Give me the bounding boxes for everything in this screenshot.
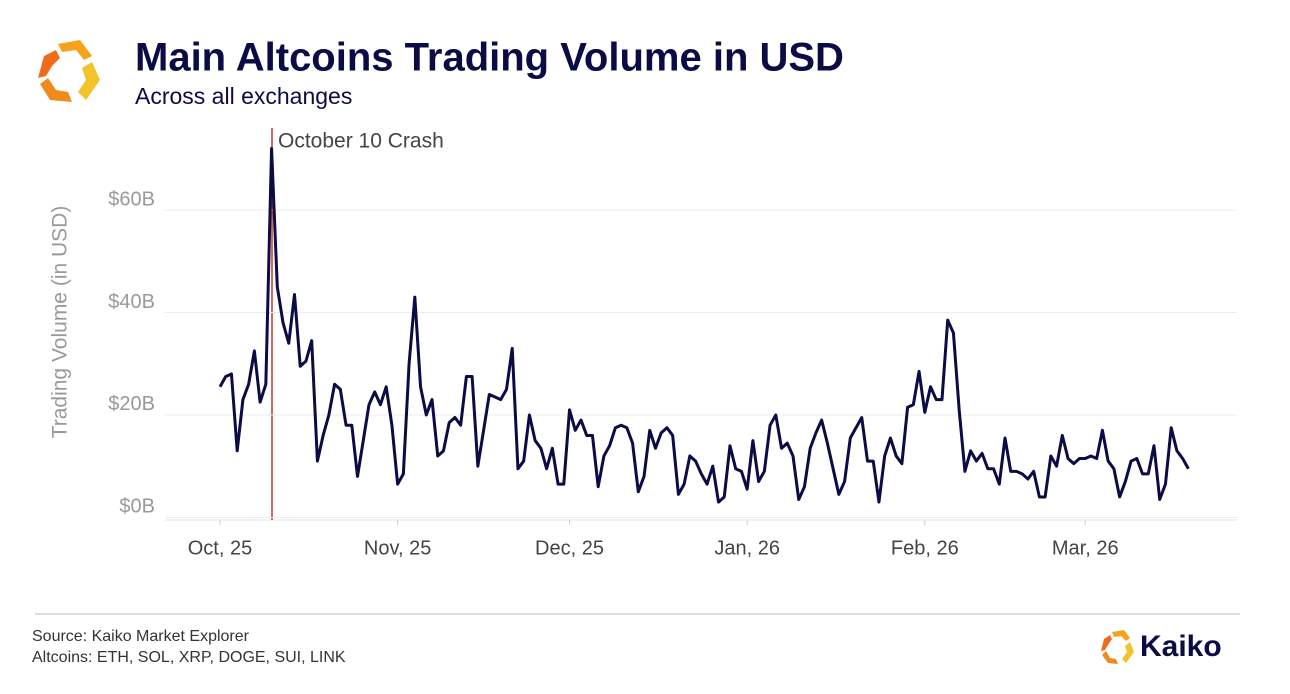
footnote: Altcoins: ETH, SOL, XRP, DOGE, SUI, LINK <box>32 649 346 666</box>
brand-logo <box>1101 630 1134 664</box>
brand: Kaiko <box>1140 630 1222 663</box>
chart-title: Main Altcoins Trading Volume in USD <box>135 36 844 80</box>
annotation: October 10 Crash <box>278 130 444 153</box>
x-tick-label: Oct, 25 <box>188 537 252 559</box>
y-tick-label: $40B <box>108 291 155 313</box>
y-axis-label: Trading Volume (in USD) <box>49 206 72 439</box>
chart-subtitle: Across all exchanges <box>135 83 352 109</box>
line-series <box>218 147 1190 504</box>
x-tick-label: Mar, 26 <box>1052 537 1119 559</box>
x-tick-label: Feb, 26 <box>891 537 959 559</box>
x-tick-label: Dec, 25 <box>535 537 604 559</box>
y-tick-label: $60B <box>108 188 155 210</box>
source: Source: Kaiko Market Explorer <box>32 628 250 645</box>
x-tick-label: Nov, 25 <box>364 537 431 559</box>
y-tick-label: $20B <box>108 393 155 415</box>
logo <box>38 40 100 102</box>
y-tick-label: $0B <box>119 496 155 518</box>
x-tick-label: Jan, 26 <box>714 537 780 559</box>
